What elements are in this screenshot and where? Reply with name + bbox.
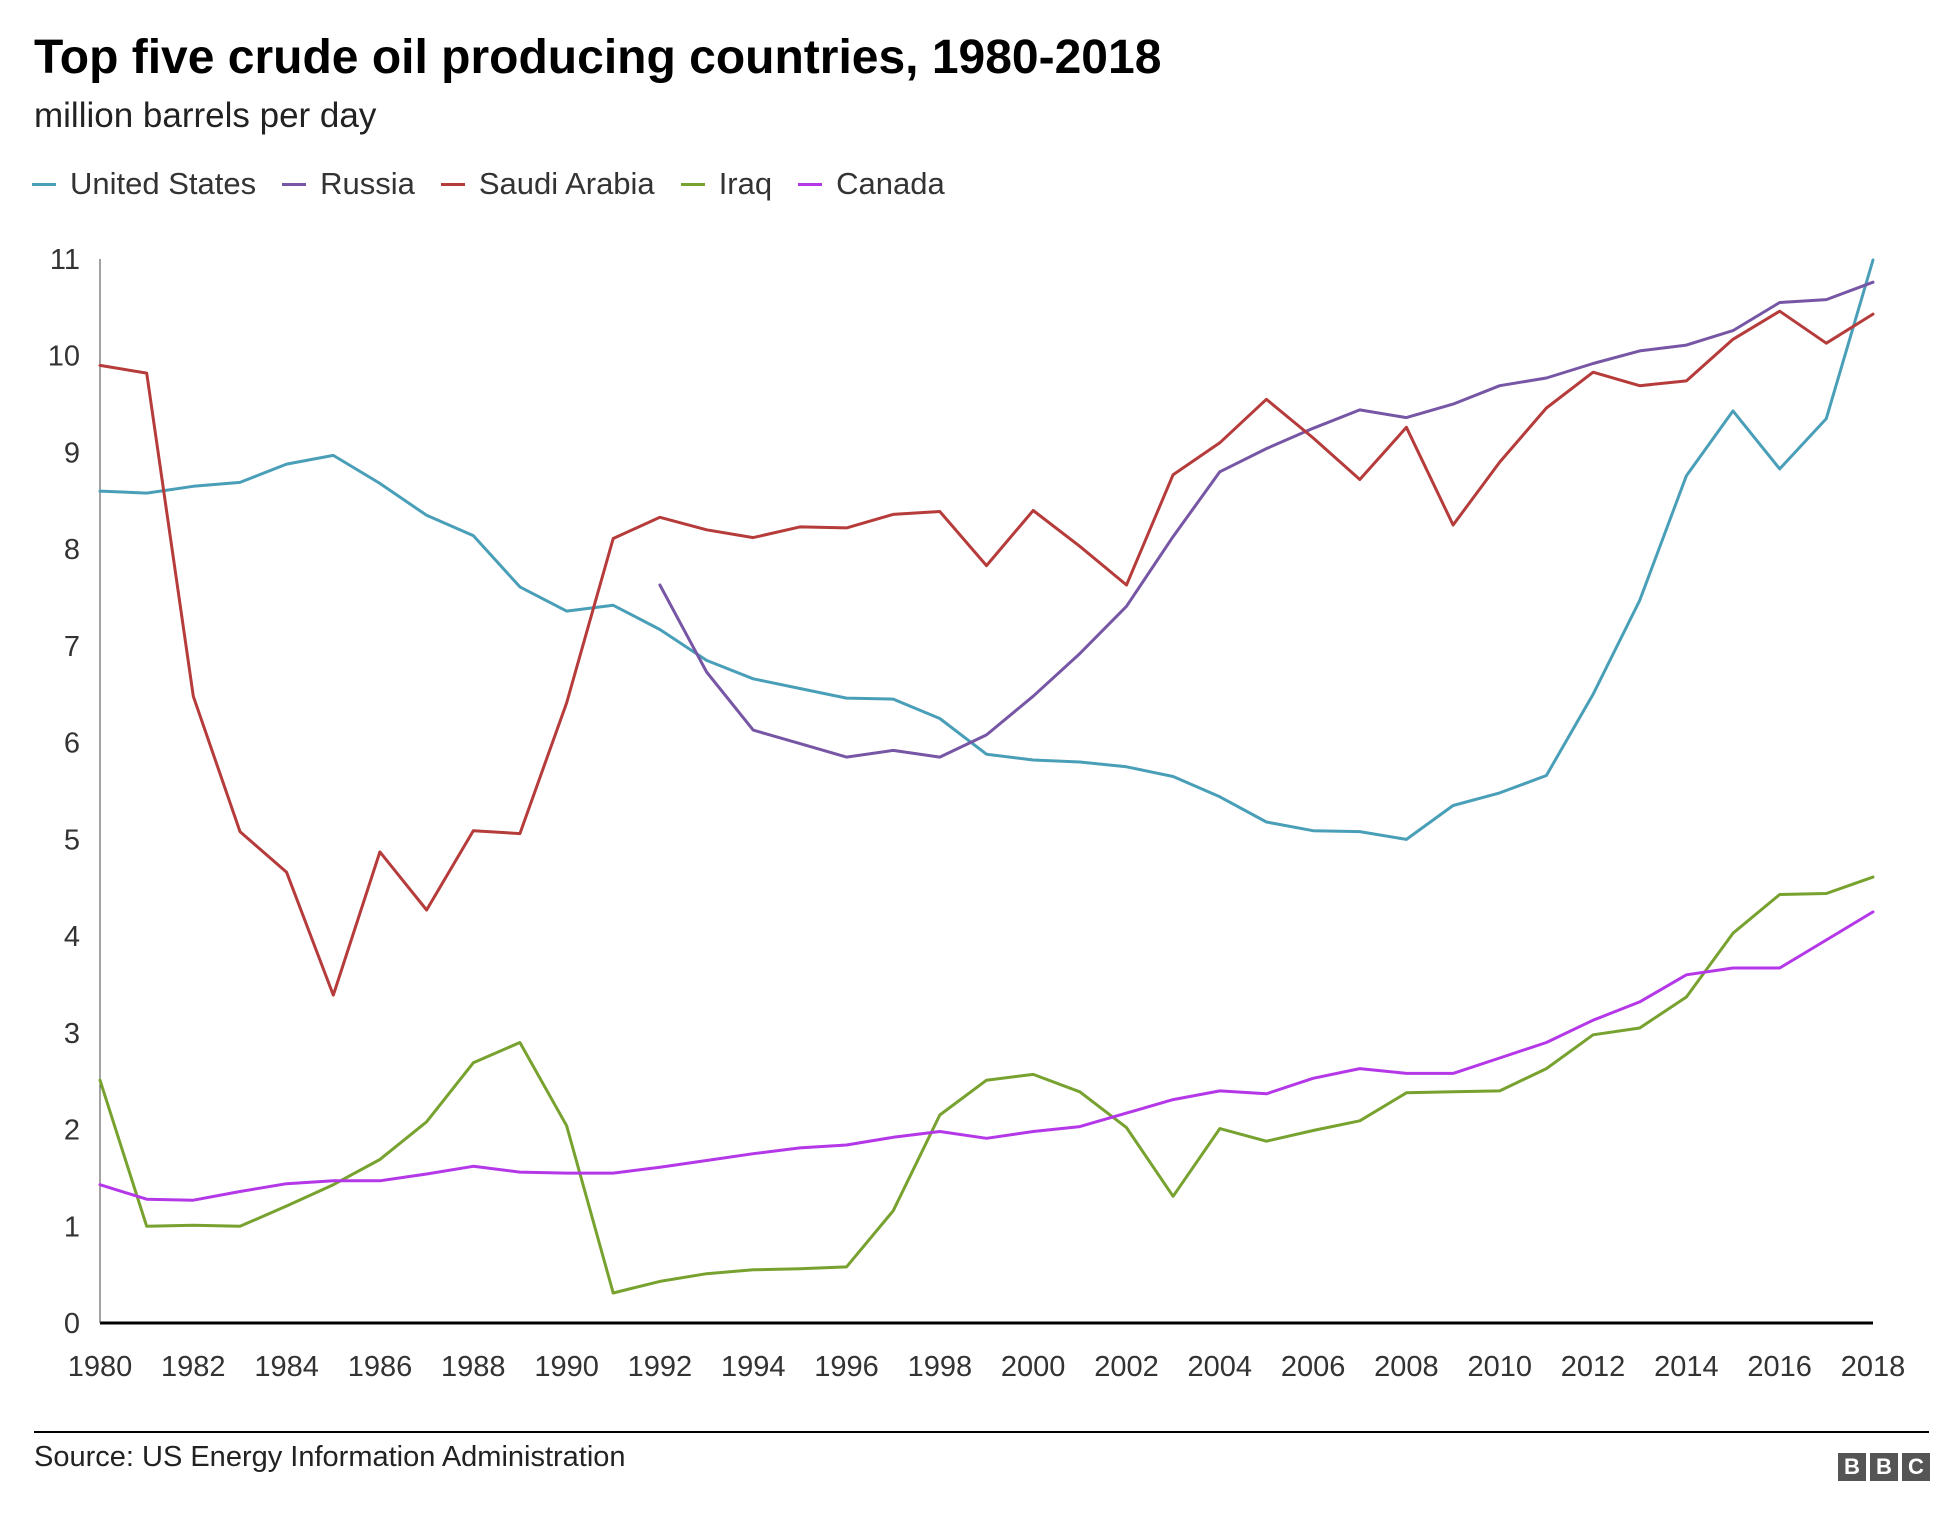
x-tick-label: 1992 [628,1351,693,1383]
x-tick-label: 2002 [1094,1351,1159,1383]
chart-subtitle: million barrels per day [34,96,377,135]
x-tick-label: 1984 [254,1351,319,1383]
series-lines [98,258,1875,1295]
legend-swatch [440,182,465,186]
legend-label: Russia [320,166,415,201]
bbc-logo: B B C [1838,1453,1930,1481]
y-tick-label: 3 [64,1018,80,1050]
y-tick-label: 0 [64,1308,80,1340]
x-tick-label: 1986 [348,1351,413,1383]
legend-item: Saudi Arabia [440,166,655,202]
legend-swatch [798,182,823,186]
chart-title: Top five crude oil producing countries, … [34,31,1162,84]
legend-label: United States [70,166,257,201]
x-tick-label: 1998 [908,1351,973,1383]
legend-label: Canada [836,166,945,201]
y-tick-label: 1 [64,1211,80,1243]
y-tick-label: 5 [64,824,80,856]
y-tick-label: 2 [64,1115,80,1147]
legend-item: Russia [282,166,415,202]
legend-item: United States [32,166,256,202]
x-tick-label: 2016 [1747,1351,1812,1383]
y-tick-label: 8 [64,534,80,566]
x-tick-label: 2004 [1188,1351,1253,1383]
logo-letter: B [1870,1453,1898,1481]
series-line-russia [658,280,1875,759]
source-note: Source: US Energy Information Administra… [34,1441,626,1473]
x-tick-label: 2008 [1374,1351,1439,1383]
y-tick-label: 4 [64,921,80,953]
series-line-saudi-arabia [98,309,1875,997]
x-tick-label: 2014 [1654,1351,1719,1383]
x-tick-label: 2012 [1561,1351,1626,1383]
y-tick-label: 10 [48,341,80,373]
logo-letter: B [1838,1453,1866,1481]
y-tick-label: 7 [64,631,80,663]
x-tick-label: 1994 [721,1351,786,1383]
x-tick-label: 1982 [161,1351,226,1383]
x-tick-label: 1980 [68,1351,133,1383]
x-tick-label: 2000 [1001,1351,1066,1383]
legend-swatch [680,182,705,186]
footer-divider [34,1431,1929,1433]
y-axis-ticks: 0 1 2 3 4 5 6 7 8 9 10 11 [48,244,80,1340]
legend-swatch [32,182,56,186]
x-tick-label: 2018 [1841,1351,1906,1383]
legend-item: Canada [798,166,945,202]
legend-label: Saudi Arabia [478,166,655,201]
series-line-iraq [98,875,1875,1295]
x-tick-label: 1996 [814,1351,879,1383]
x-axis-ticks: 1980 1982 1984 1986 1988 1990 1992 1994 1996 1998… [68,1351,1906,1383]
x-tick-label: 1990 [534,1351,599,1383]
x-tick-label: 2006 [1281,1351,1346,1383]
x-tick-label: 2010 [1467,1351,1532,1383]
y-tick-label: 11 [50,244,80,276]
logo-letter: C [1902,1453,1930,1481]
x-tick-label: 1988 [441,1351,506,1383]
legend-item: Iraq [680,166,773,202]
legend-swatch [282,182,307,186]
series-line-united-states [98,258,1875,841]
y-tick-label: 9 [64,437,80,469]
y-tick-label: 6 [64,728,80,760]
legend-label: Iraq [718,166,773,201]
series-line-canada [98,910,1875,1202]
legend: United States Russia Saudi Arabia Iraq Canad… [32,166,971,202]
